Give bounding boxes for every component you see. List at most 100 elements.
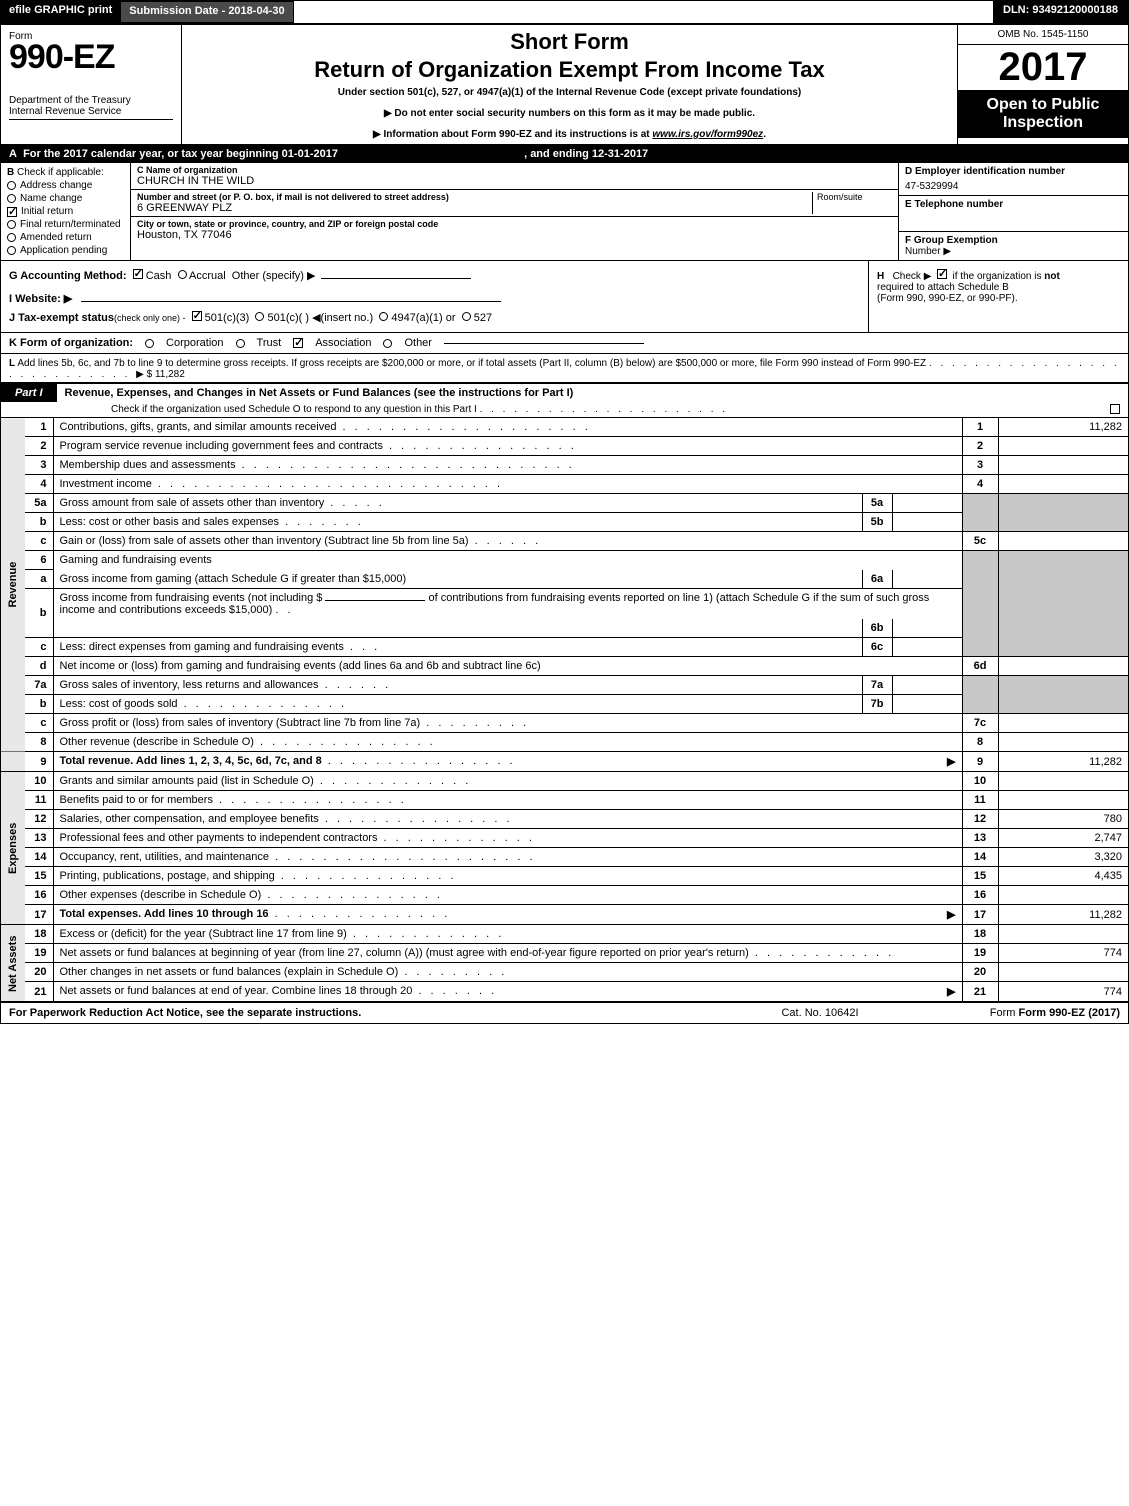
dots-icon: . . . . . . [469,535,542,547]
line-desc: Program service revenue including govern… [53,437,962,456]
h-col: H Check ▶ if the organization is not req… [868,261,1128,332]
footer-form: Form 990-EZ (2017) [1019,1007,1120,1019]
line-amt [998,532,1128,551]
tel-cell: E Telephone number [899,196,1128,232]
dots-icon: . . . . . . . . . . . . . [314,775,471,787]
circle-icon[interactable] [7,181,16,190]
initial-return-opt: Initial return [7,206,124,217]
line-num: b [25,513,53,532]
line-text: Net assets or fund balances at beginning… [60,947,749,959]
circle-icon[interactable] [7,194,16,203]
line-desc: Gross income from gaming (attach Schedul… [53,570,862,589]
check-if: Check if applicable: [17,167,104,178]
ein-lbl: D Employer identification number [905,166,1122,177]
line-desc: Gain or (loss) from sale of assets other… [53,532,962,551]
gray-cell [998,676,1128,714]
l-amt: $ 11,282 [147,369,185,380]
instruction-1: ▶ Do not enter social security numbers o… [190,108,949,119]
j-label: J Tax-exempt status [9,312,114,324]
line-desc: Investment income . . . . . . . . . . . … [53,475,962,494]
line-amt [998,886,1128,905]
gray-cell [998,494,1128,532]
h-text3: required to attach Schedule B [877,282,1009,293]
irs-label: Internal Revenue Service [9,106,173,120]
sub-val [892,513,962,532]
circle-icon[interactable] [7,220,16,229]
line-col: 1 [962,418,998,437]
line-desc: Professional fees and other payments to … [53,829,962,848]
pending-lbl: Application pending [20,245,107,256]
instruction-2-post: . [763,129,766,140]
circle-icon[interactable] [178,270,187,279]
line-num: 12 [25,810,53,829]
checkbox-icon[interactable] [7,207,17,217]
k-trust: Trust [257,337,282,349]
circle-icon[interactable] [7,246,16,255]
line-text: Less: direct expenses from gaming and fu… [60,641,344,653]
line-col: 9 [962,752,998,772]
line-num: 21 [25,982,53,1002]
checkbox-icon[interactable] [192,311,202,321]
line-text: Less: cost of goods sold [60,698,178,710]
dots-icon: . . . . . . . . . . . . . . . . [322,755,516,767]
checkbox-icon[interactable] [1110,404,1120,414]
circle-icon[interactable] [383,339,392,348]
header-right-block: OMB No. 1545-1150 2017 Open to Public In… [958,25,1128,144]
line-desc: Less: cost of goods sold . . . . . . . .… [53,695,862,714]
checkbox-icon[interactable] [937,269,947,279]
line-col: 20 [962,963,998,982]
line-col: 7c [962,714,998,733]
line-num: 18 [25,925,53,944]
line-num: b [25,695,53,714]
grp-cell: F Group Exemption Number ▶ [899,232,1128,260]
revenue-sidelabel: Revenue [1,418,25,752]
footer-center: Cat. No. 10642I [720,1007,920,1019]
pending-opt: Application pending [7,245,124,256]
circle-icon[interactable] [236,339,245,348]
circle-icon[interactable] [255,312,264,321]
line-amt [998,791,1128,810]
org-addr-cell: Number and street (or P. O. box, if mail… [131,190,898,217]
omb-number: OMB No. 1545-1150 [958,25,1128,45]
line-text: Contributions, gifts, grants, and simila… [60,421,337,433]
line-desc: Benefits paid to or for members . . . . … [53,791,962,810]
dots-icon: . . . . . . [319,679,392,691]
dots-icon: . . . . . . . . . . . . . . . . [319,813,513,825]
line-num: 19 [25,944,53,963]
line-desc: Net income or (loss) from gaming and fun… [53,657,962,676]
g-accrual: Accrual [189,270,226,282]
grp-lbl: F Group Exemption [905,235,1122,246]
line-text: Gross sales of inventory, less returns a… [60,679,319,691]
checkbox-icon[interactable] [133,269,143,279]
tax-year: 2017 [958,45,1128,90]
form-title-block: Short Form Return of Organization Exempt… [181,25,958,144]
page-footer: For Paperwork Reduction Act Notice, see … [1,1002,1128,1023]
line-col: 15 [962,867,998,886]
line-desc: Gross profit or (loss) from sales of inv… [53,714,962,733]
line-text: Grants and similar amounts paid (list in… [60,775,314,787]
irs-link[interactable]: www.irs.gov/form990ez [652,129,763,140]
circle-icon[interactable] [379,312,388,321]
addr-change-lbl: Address change [20,180,92,191]
dln: DLN: 93492120000188 [993,1,1128,23]
line-desc-cont [53,619,862,638]
final-return-opt: Final return/terminated [7,219,124,230]
line-amt [998,772,1128,791]
form-number: 990-EZ [9,38,173,77]
circle-icon[interactable] [145,339,154,348]
circle-icon[interactable] [462,312,471,321]
line-num: 5a [25,494,53,513]
line-num: 13 [25,829,53,848]
dots-icon: . . [275,604,293,616]
checkbox-icon[interactable] [293,338,303,348]
line-desc: Membership dues and assessments . . . . … [53,456,962,475]
h-text2: if the organization is [953,271,1042,282]
name-change-lbl: Name change [20,193,82,204]
netassets-sidelabel: Net Assets [1,925,25,1002]
org-name-cell: C Name of organization CHURCH IN THE WIL… [131,163,898,190]
website-line [81,301,501,302]
top-bar: efile GRAPHIC print Submission Date - 20… [1,1,1128,23]
dots-icon: . . . . . . . . . . . . . . . . . . . . … [269,851,535,863]
circle-icon[interactable] [7,233,16,242]
line-col: 12 [962,810,998,829]
